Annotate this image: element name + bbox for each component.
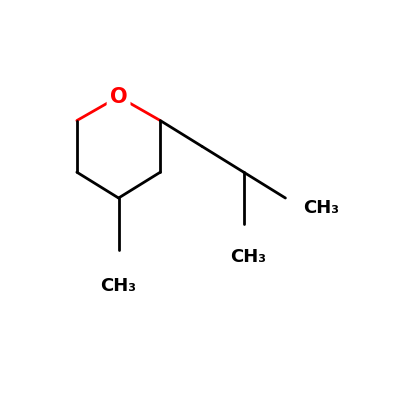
Text: CH₃: CH₃ [303, 199, 339, 217]
Text: CH₃: CH₃ [100, 278, 136, 296]
Text: O: O [110, 87, 127, 107]
Text: CH₃: CH₃ [230, 248, 266, 266]
